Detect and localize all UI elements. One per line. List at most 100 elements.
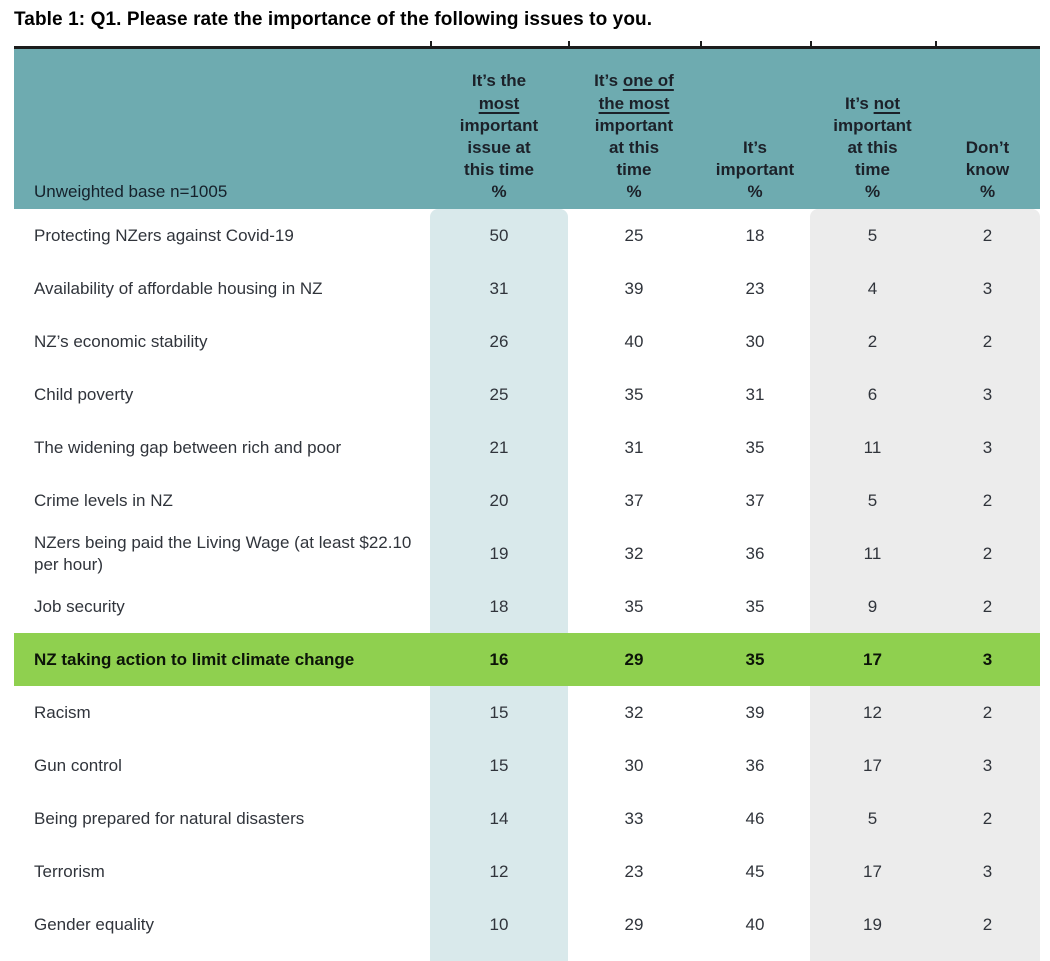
issue-label: The widening gap between rich and poor (34, 437, 342, 457)
issue-label: NZers being paid the Living Wage (at lea… (34, 533, 412, 574)
value-cell: 17 (810, 633, 935, 686)
value-cell: 2 (935, 898, 1040, 951)
column-boundary-tick (935, 41, 937, 46)
value-cell: 30 (745, 331, 765, 351)
value-cell: 10 (430, 951, 568, 961)
table-row: Terrorism 12 23 45 17 3 (14, 845, 1040, 898)
column-boundary-tick (810, 41, 812, 46)
column-header-not-important: It’s not important at this time% (810, 49, 935, 209)
value-cell: 3 (935, 262, 1040, 315)
issue-label: Being prepared for natural disasters (34, 808, 305, 828)
issue-label: Crime levels in NZ (34, 490, 173, 510)
value-cell: 2 (935, 686, 1040, 739)
value-cell: 40 (624, 331, 644, 351)
value-cell: 35 (745, 596, 765, 616)
value-cell: 15 (430, 686, 568, 739)
value-cell: 6 (810, 368, 935, 421)
value-cell: 11 (810, 527, 935, 580)
value-cell: 16 (810, 951, 935, 961)
value-cell: 12 (810, 686, 935, 739)
value-cell: 3 (935, 421, 1040, 474)
importance-table: Unweighted base n=1005 It’s the most impor… (14, 49, 1040, 961)
value-cell: 29 (624, 914, 644, 934)
issue-label: Job security (34, 596, 125, 616)
table-top-rule (14, 41, 1040, 49)
value-cell: 2 (935, 527, 1040, 580)
value-cell: 3 (935, 951, 1040, 961)
value-cell: 2 (935, 792, 1040, 845)
value-cell: 37 (745, 490, 765, 510)
issue-label: Gun control (34, 755, 122, 775)
table-title: Table 1: Q1. Please rate the importance … (14, 9, 653, 30)
issue-label: Availability of affordable housing in NZ (34, 278, 323, 298)
value-cell: 27 (568, 951, 700, 961)
table-row: NZers being paid the Living Wage (at lea… (14, 527, 1040, 580)
value-cell: 32 (624, 543, 644, 563)
value-cell: 11 (810, 421, 935, 474)
value-cell: 17 (810, 739, 935, 792)
table-row: Child poverty 25 35 31 6 3 (14, 368, 1040, 421)
value-cell: 36 (745, 755, 765, 775)
value-cell: 2 (935, 474, 1040, 527)
column-header-dont-know: Don’t know% (935, 49, 1040, 209)
value-cell: 9 (810, 580, 935, 633)
table-row: Gender equality 10 29 40 19 2 (14, 898, 1040, 951)
value-cell: 4 (810, 262, 935, 315)
value-cell: 37 (624, 490, 644, 510)
table-row: Being prepared for natural disasters 14 33… (14, 792, 1040, 845)
issue-label: Reducing obesity levels in NZ (14, 951, 430, 961)
value-cell: 14 (430, 792, 568, 845)
value-cell: 25 (624, 225, 644, 245)
issue-label: Child poverty (34, 384, 134, 404)
table-row: Gun control 15 30 36 17 3 (14, 739, 1040, 792)
value-cell: 26 (430, 315, 568, 368)
value-cell: 40 (745, 914, 765, 934)
value-cell: 31 (430, 262, 568, 315)
value-cell: 31 (745, 384, 765, 404)
value-cell: 25 (430, 368, 568, 421)
column-boundary-tick (430, 41, 432, 46)
value-cell: 35 (700, 633, 810, 686)
column-boundary-tick (568, 41, 570, 46)
issue-label: NZ taking action to limit climate change (14, 633, 430, 686)
table-row: Racism 15 32 39 12 2 (14, 686, 1040, 739)
value-cell: 39 (624, 278, 644, 298)
table-row: NZ’s economic stability 26 40 30 2 2 (14, 315, 1040, 368)
value-cell: 35 (624, 384, 644, 404)
value-cell: 46 (745, 808, 765, 828)
value-cell: 32 (624, 702, 644, 722)
value-cell: 39 (745, 702, 765, 722)
column-header-important: It’s important% (700, 49, 810, 209)
value-cell: 44 (700, 951, 810, 961)
column-boundary-tick (700, 41, 702, 46)
value-cell: 5 (810, 209, 935, 262)
value-cell: 10 (430, 898, 568, 951)
table-row: Reducing obesity levels in NZ102744163 (14, 951, 1040, 961)
value-cell: 23 (745, 278, 765, 298)
unweighted-base-label: Unweighted base n=1005 (14, 49, 430, 209)
value-cell: 20 (430, 474, 568, 527)
issue-label: NZ’s economic stability (34, 331, 208, 351)
issue-label: Racism (34, 702, 91, 722)
value-cell: 19 (430, 527, 568, 580)
value-cell: 36 (745, 543, 765, 563)
table-container: Unweighted base n=1005 It’s the most impor… (14, 41, 1040, 961)
value-cell: 23 (624, 861, 644, 881)
value-cell: 21 (430, 421, 568, 474)
table-row: The widening gap between rich and poor 21… (14, 421, 1040, 474)
value-cell: 3 (935, 739, 1040, 792)
value-cell: 17 (810, 845, 935, 898)
value-cell: 12 (430, 845, 568, 898)
value-cell: 18 (745, 225, 765, 245)
value-cell: 2 (810, 315, 935, 368)
value-cell: 3 (935, 633, 1040, 686)
table-row: Crime levels in NZ 20 37 37 5 2 (14, 474, 1040, 527)
issue-label: Gender equality (34, 914, 155, 934)
column-header-one-of-most-important: It’s one of the most important at this time% (568, 49, 700, 209)
table-row: Protecting NZers against Covid-19 50 25 18 5… (14, 209, 1040, 262)
value-cell: 3 (935, 845, 1040, 898)
issue-label: Protecting NZers against Covid-19 (34, 225, 294, 245)
value-cell: 50 (430, 209, 568, 262)
table-row: NZ taking action to limit climate change… (14, 633, 1040, 686)
